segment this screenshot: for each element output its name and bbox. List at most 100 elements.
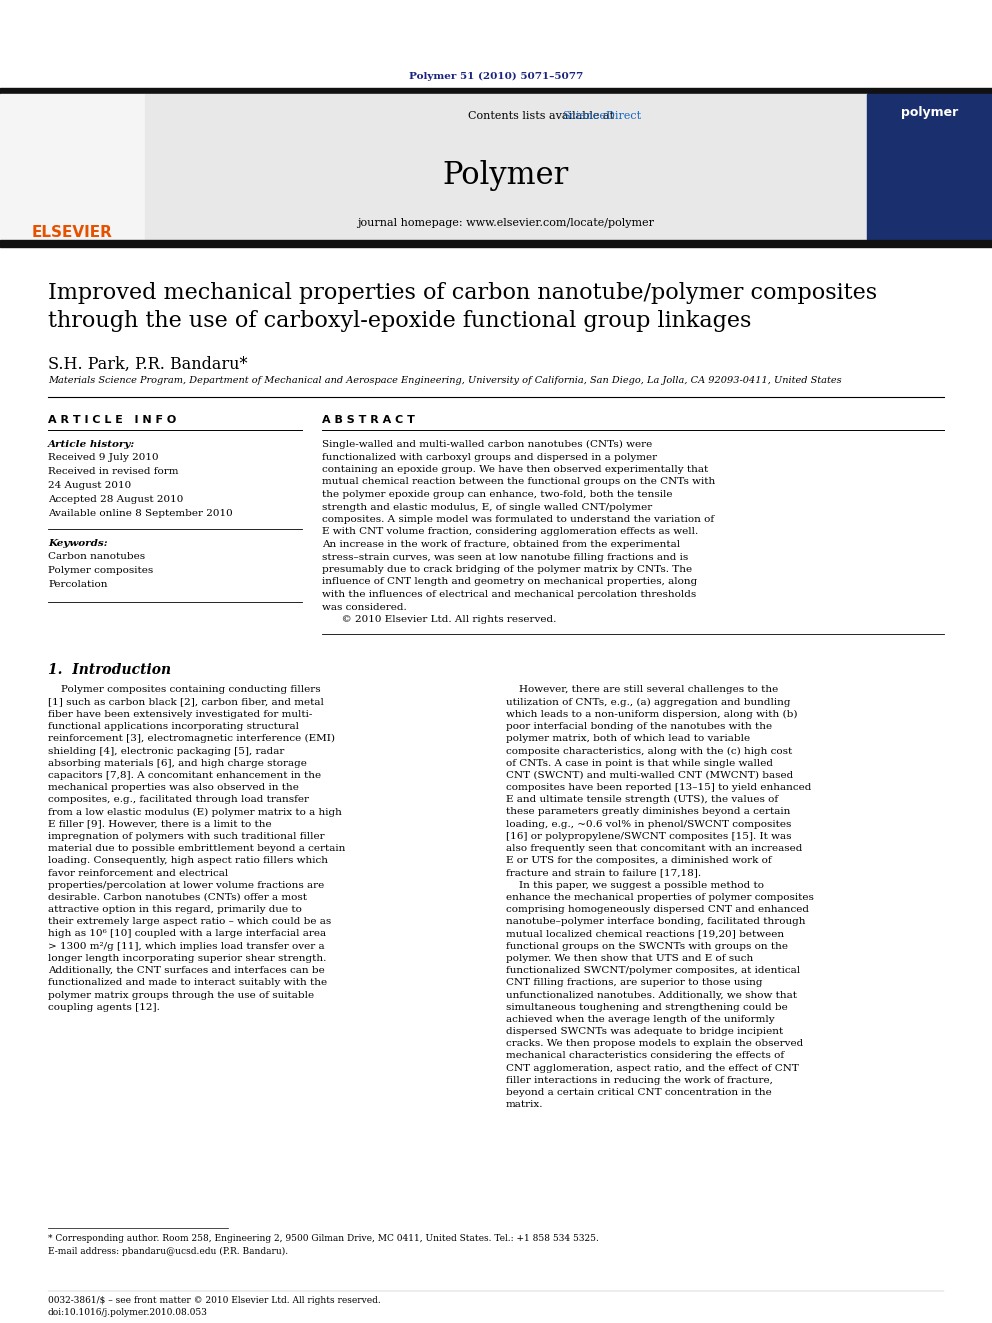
- Text: cracks. We then propose models to explain the observed: cracks. We then propose models to explai…: [506, 1040, 804, 1048]
- Text: loading, e.g., ~0.6 vol% in phenol/SWCNT composites: loading, e.g., ~0.6 vol% in phenol/SWCNT…: [506, 820, 792, 828]
- Text: filler interactions in reducing the work of fracture,: filler interactions in reducing the work…: [506, 1076, 773, 1085]
- Text: In this paper, we suggest a possible method to: In this paper, we suggest a possible met…: [506, 881, 764, 889]
- Text: polymer. We then show that UTS and E of such: polymer. We then show that UTS and E of …: [506, 954, 753, 963]
- Text: ScienceDirect: ScienceDirect: [562, 111, 641, 120]
- Text: fracture and strain to failure [17,18].: fracture and strain to failure [17,18].: [506, 868, 701, 877]
- Text: fiber have been extensively investigated for multi-: fiber have been extensively investigated…: [48, 710, 312, 718]
- Text: polymer matrix, both of which lead to variable: polymer matrix, both of which lead to va…: [506, 734, 750, 744]
- Text: > 1300 m²/g [11], which implies load transfer over a: > 1300 m²/g [11], which implies load tra…: [48, 942, 324, 951]
- Text: * Corresponding author. Room 258, Engineering 2, 9500 Gilman Drive, MC 0411, Uni: * Corresponding author. Room 258, Engine…: [48, 1234, 599, 1244]
- Text: their extremely large aspect ratio – which could be as: their extremely large aspect ratio – whi…: [48, 917, 331, 926]
- Text: these parameters greatly diminishes beyond a certain: these parameters greatly diminishes beyo…: [506, 807, 791, 816]
- Text: dispersed SWCNTs was adequate to bridge incipient: dispersed SWCNTs was adequate to bridge …: [506, 1027, 784, 1036]
- Text: Contents lists available at: Contents lists available at: [468, 111, 617, 120]
- Text: nanotube–polymer interface bonding, facilitated through: nanotube–polymer interface bonding, faci…: [506, 917, 806, 926]
- Text: presumably due to crack bridging of the polymer matrix by CNTs. The: presumably due to crack bridging of the …: [322, 565, 692, 574]
- Text: © 2010 Elsevier Ltd. All rights reserved.: © 2010 Elsevier Ltd. All rights reserved…: [322, 615, 557, 624]
- Text: composites have been reported [13–15] to yield enhanced: composites have been reported [13–15] to…: [506, 783, 811, 792]
- Text: functionalized with carboxyl groups and dispersed in a polymer: functionalized with carboxyl groups and …: [322, 452, 657, 462]
- Text: comprising homogeneously dispersed CNT and enhanced: comprising homogeneously dispersed CNT a…: [506, 905, 809, 914]
- Text: Polymer: Polymer: [442, 160, 569, 191]
- Text: composites. A simple model was formulated to understand the variation of: composites. A simple model was formulate…: [322, 515, 714, 524]
- Text: poor interfacial bonding of the nanotubes with the: poor interfacial bonding of the nanotube…: [506, 722, 772, 732]
- Text: journal homepage: www.elsevier.com/locate/polymer: journal homepage: www.elsevier.com/locat…: [357, 218, 655, 228]
- Text: functionalized and made to interact suitably with the: functionalized and made to interact suit…: [48, 978, 327, 987]
- Text: composite characteristics, along with the (c) high cost: composite characteristics, along with th…: [506, 746, 793, 755]
- Text: Improved mechanical properties of carbon nanotube/polymer composites: Improved mechanical properties of carbon…: [48, 282, 877, 304]
- Text: 24 August 2010: 24 August 2010: [48, 482, 131, 490]
- Text: was considered.: was considered.: [322, 602, 407, 611]
- Text: doi:10.1016/j.polymer.2010.08.053: doi:10.1016/j.polymer.2010.08.053: [48, 1308, 208, 1316]
- Text: A R T I C L E   I N F O: A R T I C L E I N F O: [48, 415, 177, 425]
- Text: [16] or polypropylene/SWCNT composites [15]. It was: [16] or polypropylene/SWCNT composites […: [506, 832, 792, 841]
- Text: E filler [9]. However, there is a limit to the: E filler [9]. However, there is a limit …: [48, 820, 272, 828]
- Text: Keywords:: Keywords:: [48, 538, 107, 548]
- Text: E-mail address: pbandaru@ucsd.edu (P.R. Bandaru).: E-mail address: pbandaru@ucsd.edu (P.R. …: [48, 1248, 288, 1256]
- Text: matrix.: matrix.: [506, 1101, 544, 1109]
- Bar: [0, 89, 992, 94]
- Text: An increase in the work of fracture, obtained from the experimental: An increase in the work of fracture, obt…: [322, 540, 681, 549]
- Bar: [145, 94, 867, 239]
- Text: strength and elastic modulus, E, of single walled CNT/polymer: strength and elastic modulus, E, of sing…: [322, 503, 653, 512]
- Text: mutual localized chemical reactions [19,20] between: mutual localized chemical reactions [19,…: [506, 930, 784, 938]
- Text: reinforcement [3], electromagnetic interference (EMI): reinforcement [3], electromagnetic inter…: [48, 734, 335, 744]
- Text: Percolation: Percolation: [48, 579, 107, 589]
- Text: the polymer epoxide group can enhance, two-fold, both the tensile: the polymer epoxide group can enhance, t…: [322, 490, 673, 499]
- Text: polymer matrix groups through the use of suitable: polymer matrix groups through the use of…: [48, 991, 314, 999]
- Text: shielding [4], electronic packaging [5], radar: shielding [4], electronic packaging [5],…: [48, 746, 285, 755]
- Text: mutual chemical reaction between the functional groups on the CNTs with: mutual chemical reaction between the fun…: [322, 478, 715, 487]
- Bar: [867, 94, 992, 239]
- Text: Materials Science Program, Department of Mechanical and Aerospace Engineering, U: Materials Science Program, Department of…: [48, 376, 841, 385]
- Text: simultaneous toughening and strengthening could be: simultaneous toughening and strengthenin…: [506, 1003, 788, 1012]
- Text: Received 9 July 2010: Received 9 July 2010: [48, 452, 159, 462]
- Text: functionalized SWCNT/polymer composites, at identical: functionalized SWCNT/polymer composites,…: [506, 966, 801, 975]
- Text: favor reinforcement and electrical: favor reinforcement and electrical: [48, 868, 228, 877]
- Text: E and ultimate tensile strength (UTS), the values of: E and ultimate tensile strength (UTS), t…: [506, 795, 778, 804]
- Text: Carbon nanotubes: Carbon nanotubes: [48, 552, 145, 561]
- Text: 1.  Introduction: 1. Introduction: [48, 664, 172, 677]
- Text: ELSEVIER: ELSEVIER: [32, 225, 112, 239]
- Text: Available online 8 September 2010: Available online 8 September 2010: [48, 509, 233, 519]
- Text: Received in revised form: Received in revised form: [48, 467, 179, 476]
- Text: unfunctionalized nanotubes. Additionally, we show that: unfunctionalized nanotubes. Additionally…: [506, 991, 797, 999]
- Text: Additionally, the CNT surfaces and interfaces can be: Additionally, the CNT surfaces and inter…: [48, 966, 324, 975]
- Text: properties/percolation at lower volume fractions are: properties/percolation at lower volume f…: [48, 881, 324, 889]
- Text: Accepted 28 August 2010: Accepted 28 August 2010: [48, 495, 184, 504]
- Text: However, there are still several challenges to the: However, there are still several challen…: [506, 685, 779, 695]
- Text: coupling agents [12].: coupling agents [12].: [48, 1003, 160, 1012]
- Text: of CNTs. A case in point is that while single walled: of CNTs. A case in point is that while s…: [506, 758, 773, 767]
- Text: impregnation of polymers with such traditional filler: impregnation of polymers with such tradi…: [48, 832, 324, 841]
- Text: Article history:: Article history:: [48, 441, 135, 448]
- Text: enhance the mechanical properties of polymer composites: enhance the mechanical properties of pol…: [506, 893, 813, 902]
- Text: through the use of carboxyl-epoxide functional group linkages: through the use of carboxyl-epoxide func…: [48, 310, 751, 332]
- Text: Polymer composites: Polymer composites: [48, 566, 153, 576]
- Text: containing an epoxide group. We have then observed experimentally that: containing an epoxide group. We have the…: [322, 464, 708, 474]
- Text: [1] such as carbon black [2], carbon fiber, and metal: [1] such as carbon black [2], carbon fib…: [48, 697, 323, 706]
- Text: achieved when the average length of the uniformly: achieved when the average length of the …: [506, 1015, 775, 1024]
- Bar: [0, 239, 992, 247]
- Text: Polymer composites containing conducting fillers: Polymer composites containing conducting…: [48, 685, 320, 695]
- Text: Single-walled and multi-walled carbon nanotubes (CNTs) were: Single-walled and multi-walled carbon na…: [322, 441, 653, 448]
- Text: S.H. Park, P.R. Bandaru*: S.H. Park, P.R. Bandaru*: [48, 356, 247, 373]
- Text: loading. Consequently, high aspect ratio fillers which: loading. Consequently, high aspect ratio…: [48, 856, 328, 865]
- Text: functional applications incorporating structural: functional applications incorporating st…: [48, 722, 299, 732]
- Text: influence of CNT length and geometry on mechanical properties, along: influence of CNT length and geometry on …: [322, 578, 697, 586]
- Text: CNT filling fractions, are superior to those using: CNT filling fractions, are superior to t…: [506, 978, 763, 987]
- Bar: [0, 94, 145, 239]
- Text: CNT agglomeration, aspect ratio, and the effect of CNT: CNT agglomeration, aspect ratio, and the…: [506, 1064, 799, 1073]
- Text: 0032-3861/$ – see front matter © 2010 Elsevier Ltd. All rights reserved.: 0032-3861/$ – see front matter © 2010 El…: [48, 1297, 381, 1304]
- Text: utilization of CNTs, e.g., (a) aggregation and bundling: utilization of CNTs, e.g., (a) aggregati…: [506, 697, 791, 706]
- Text: material due to possible embrittlement beyond a certain: material due to possible embrittlement b…: [48, 844, 345, 853]
- Text: which leads to a non-uniform dispersion, along with (b): which leads to a non-uniform dispersion,…: [506, 710, 798, 718]
- Text: capacitors [7,8]. A concomitant enhancement in the: capacitors [7,8]. A concomitant enhancem…: [48, 771, 321, 779]
- Text: mechanical properties was also observed in the: mechanical properties was also observed …: [48, 783, 299, 792]
- Text: composites, e.g., facilitated through load transfer: composites, e.g., facilitated through lo…: [48, 795, 309, 804]
- Text: A B S T R A C T: A B S T R A C T: [322, 415, 415, 425]
- Text: polymer: polymer: [901, 106, 958, 119]
- Text: Polymer 51 (2010) 5071–5077: Polymer 51 (2010) 5071–5077: [409, 71, 583, 81]
- Text: high as 10⁶ [10] coupled with a large interfacial area: high as 10⁶ [10] coupled with a large in…: [48, 930, 326, 938]
- Text: stress–strain curves, was seen at low nanotube filling fractions and is: stress–strain curves, was seen at low na…: [322, 553, 688, 561]
- Text: attractive option in this regard, primarily due to: attractive option in this regard, primar…: [48, 905, 302, 914]
- Text: beyond a certain critical CNT concentration in the: beyond a certain critical CNT concentrat…: [506, 1088, 772, 1097]
- Text: CNT (SWCNT) and multi-walled CNT (MWCNT) based: CNT (SWCNT) and multi-walled CNT (MWCNT)…: [506, 771, 794, 779]
